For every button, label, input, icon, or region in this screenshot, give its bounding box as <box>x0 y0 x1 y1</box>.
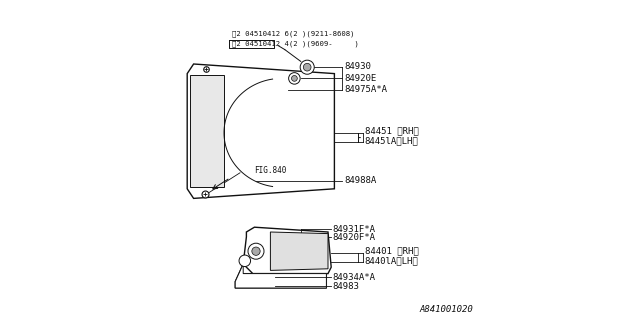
Text: ␶2 04510412 4(2 )(9609-     ): ␶2 04510412 4(2 )(9609- ) <box>232 40 359 46</box>
Circle shape <box>239 255 251 267</box>
Text: ␶2 04510412 6(2 )(9211-8608): ␶2 04510412 6(2 )(9211-8608) <box>232 30 355 37</box>
Text: 84931F*A: 84931F*A <box>333 225 376 234</box>
Text: 84930: 84930 <box>344 62 371 71</box>
Circle shape <box>248 243 264 259</box>
Circle shape <box>303 63 311 71</box>
Text: A841001020: A841001020 <box>420 305 474 314</box>
Text: 84920F*A: 84920F*A <box>333 233 376 242</box>
Polygon shape <box>187 64 334 198</box>
Text: 8440lA〈LH〉: 8440lA〈LH〉 <box>365 256 419 265</box>
Circle shape <box>300 60 314 74</box>
Text: 8445lA〈LH〉: 8445lA〈LH〉 <box>365 136 419 145</box>
Polygon shape <box>270 232 328 270</box>
Circle shape <box>289 73 300 84</box>
Text: 84983: 84983 <box>333 282 360 291</box>
Circle shape <box>292 76 297 81</box>
Text: 84988A: 84988A <box>344 176 376 185</box>
Text: 84920E: 84920E <box>344 74 376 83</box>
Text: FIG.840: FIG.840 <box>254 166 287 175</box>
Text: 84975A*A: 84975A*A <box>344 85 387 94</box>
Text: 84401 〈RH〉: 84401 〈RH〉 <box>365 247 419 256</box>
Polygon shape <box>236 264 326 288</box>
Text: 84934A*A: 84934A*A <box>333 273 376 282</box>
Circle shape <box>252 247 260 255</box>
Text: 84451 〈RH〉: 84451 〈RH〉 <box>365 127 419 136</box>
Polygon shape <box>191 75 224 187</box>
Polygon shape <box>243 227 332 274</box>
